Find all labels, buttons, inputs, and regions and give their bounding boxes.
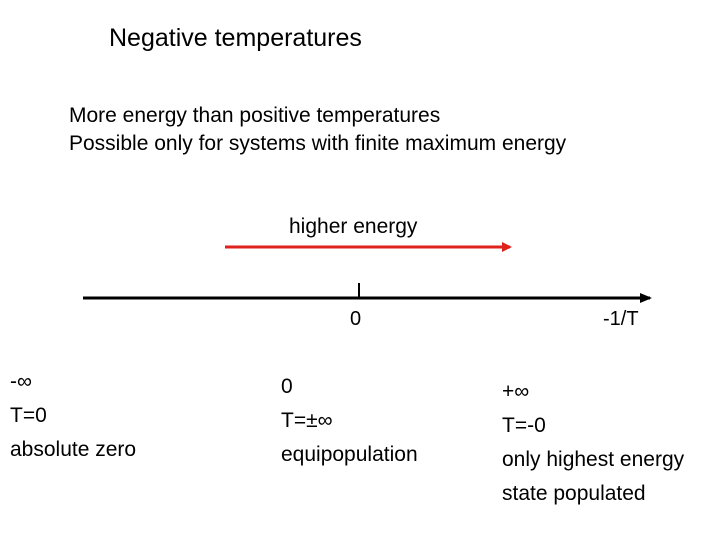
higher-energy-label: higher energy [289,215,418,238]
left-state-description: -∞ T=0 absolute zero [10,365,136,467]
right-temperature: T=-0 [502,414,546,437]
left-temperature: T=0 [10,404,47,427]
left-description: absolute zero [10,438,137,461]
right-description-line-2: state populated [502,482,646,505]
right-state-description: +∞ T=-0 only highest energy state popula… [502,375,684,511]
middle-temperature: T=±∞ [281,409,333,432]
middle-description: equipopulation [281,443,418,466]
middle-state-description: 0 T=±∞ equipopulation [281,370,418,472]
subtitle-line-2: Possible only for systems with finite ma… [69,132,567,155]
right-limit-value: +∞ [502,380,530,403]
left-limit-value: -∞ [10,370,32,393]
right-description-line-1: only highest energy [502,448,685,471]
page-title: Negative temperatures [109,24,362,52]
subtitle-line-1: More energy than positive temperatures [69,104,441,127]
axis-label-inverse-t: -1/T [603,308,639,330]
middle-limit-value: 0 [281,375,293,398]
axis-tick-label-zero: 0 [350,308,362,330]
